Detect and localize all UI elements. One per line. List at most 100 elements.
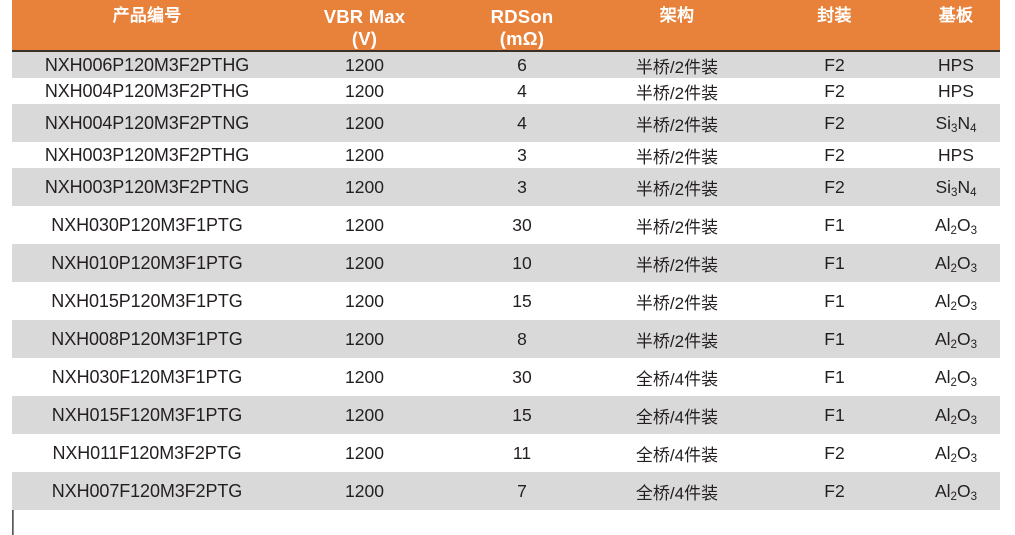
cell-rdson: 11 xyxy=(447,434,597,472)
cell-vbr-max: 1200 xyxy=(282,206,447,244)
substrate-text: O xyxy=(956,328,971,349)
table-row[interactable]: NXH008P120M3F1PTG 1200 8 半桥/2件装 F1 Al2O3 xyxy=(12,320,1000,358)
cell-part-number: NXH010P120M3F1PTG xyxy=(12,244,282,282)
cell-substrate: Al2O3 xyxy=(912,320,1000,358)
table-row[interactable]: NXH006P120M3F2PTHG 1200 6 半桥/2件装 F2 HPS xyxy=(12,51,1000,78)
cell-package: F2 xyxy=(757,142,912,168)
table-row[interactable]: NXH015P120M3F1PTG 1200 15 半桥/2件装 F1 Al2O3 xyxy=(12,282,1000,320)
substrate-subscript: 2 xyxy=(950,452,957,465)
substrate-text: HPS xyxy=(938,80,974,101)
table-row[interactable]: NXH004P120M3F2PTNG 1200 4 半桥/2件装 F2 Si3N4 xyxy=(12,104,1000,142)
cell-vbr-max: 1200 xyxy=(282,472,447,510)
cell-part-number: NXH007F120M3F2PTG xyxy=(12,472,282,510)
cell-substrate: Al2O3 xyxy=(912,472,1000,510)
cell-part-number: NXH030P120M3F1PTG xyxy=(12,206,282,244)
cell-package: F2 xyxy=(757,434,912,472)
cell-rdson: 15 xyxy=(447,396,597,434)
cell-vbr-max: 1200 xyxy=(282,244,447,282)
cell-package: F1 xyxy=(757,320,912,358)
substrate-text: Al xyxy=(934,480,951,501)
substrate-text: O xyxy=(956,442,971,463)
cell-package: F1 xyxy=(757,396,912,434)
cell-rdson: 3 xyxy=(447,142,597,168)
substrate-subscript: 3 xyxy=(951,186,958,199)
cell-part-number: NXH015P120M3F1PTG xyxy=(12,282,282,320)
cell-architecture: 半桥/2件装 xyxy=(597,206,757,244)
table-row[interactable]: NXH010P120M3F1PTG 1200 10 半桥/2件装 F1 Al2O3 xyxy=(12,244,1000,282)
cell-substrate: Al2O3 xyxy=(912,434,1000,472)
cell-vbr-max: 1200 xyxy=(282,142,447,168)
cell-vbr-max: 1200 xyxy=(282,51,447,78)
cell-vbr-max: 1200 xyxy=(282,104,447,142)
cell-part-number: NXH003P120M3F2PTNG xyxy=(12,168,282,206)
table-row[interactable]: NXH007F120M3F2PTG 1200 7 全桥/4件装 F2 Al2O3 xyxy=(12,472,1000,510)
column-header-vbr_max[interactable]: VBR Max (V) xyxy=(282,0,447,51)
substrate-text: O xyxy=(956,404,971,425)
column-header-label: RDSon xyxy=(490,6,554,27)
column-header-package[interactable]: 封装 xyxy=(757,0,912,51)
table-row[interactable]: NXH003P120M3F2PTHG 1200 3 半桥/2件装 F2 HPS xyxy=(12,142,1000,168)
column-header-architecture[interactable]: 架构 xyxy=(597,0,757,51)
cell-vbr-max: 1200 xyxy=(282,78,447,104)
cell-architecture: 半桥/2件装 xyxy=(597,78,757,104)
substrate-text: N xyxy=(957,112,971,133)
cell-vbr-max: 1200 xyxy=(282,358,447,396)
cell-part-number: NXH011F120M3F2PTG xyxy=(12,434,282,472)
table-row[interactable]: NXH003P120M3F2PTNG 1200 3 半桥/2件装 F2 Si3N4 xyxy=(12,168,1000,206)
table-row[interactable]: NXH030P120M3F1PTG 1200 30 半桥/2件装 F1 Al2O3 xyxy=(12,206,1000,244)
table-row[interactable]: NXH004P120M3F2PTHG 1200 4 半桥/2件装 F2 HPS xyxy=(12,78,1000,104)
cell-vbr-max: 1200 xyxy=(282,320,447,358)
cell-package: F1 xyxy=(757,358,912,396)
cell-package: F1 xyxy=(757,282,912,320)
column-header-unit: (V) xyxy=(351,27,378,49)
cell-rdson: 4 xyxy=(447,78,597,104)
substrate-text: Al xyxy=(934,214,951,235)
cell-rdson: 4 xyxy=(447,104,597,142)
cell-architecture: 全桥/4件装 xyxy=(597,358,757,396)
column-header-label: 产品编号 xyxy=(112,6,182,25)
cell-substrate: HPS xyxy=(912,78,1000,104)
substrate-subscript: 2 xyxy=(950,300,957,313)
cell-vbr-max: 1200 xyxy=(282,168,447,206)
substrate-text: Si xyxy=(935,112,952,133)
cell-package: F2 xyxy=(757,472,912,510)
column-header-rdson[interactable]: RDSon (mΩ) xyxy=(447,0,597,51)
table-row[interactable]: NXH030F120M3F1PTG 1200 30 全桥/4件装 F1 Al2O3 xyxy=(12,358,1000,396)
substrate-subscript: 2 xyxy=(950,224,957,237)
cell-part-number: NXH006P120M3F2PTHG xyxy=(12,51,282,78)
substrate-subscript: 4 xyxy=(970,122,977,135)
substrate-subscript: 2 xyxy=(950,376,957,389)
substrate-subscript: 3 xyxy=(970,414,978,427)
substrate-text: Al xyxy=(934,252,951,273)
cell-part-number: NXH003P120M3F2PTHG xyxy=(12,142,282,168)
cell-substrate: Al2O3 xyxy=(912,244,1000,282)
cell-rdson: 6 xyxy=(447,51,597,78)
cell-architecture: 半桥/2件装 xyxy=(597,244,757,282)
substrate-text: Si xyxy=(935,176,952,197)
table-row[interactable]: NXH015F120M3F1PTG 1200 15 全桥/4件装 F1 Al2O3 xyxy=(12,396,1000,434)
substrate-text: Al xyxy=(934,404,951,425)
cell-rdson: 10 xyxy=(447,244,597,282)
cell-part-number: NXH030F120M3F1PTG xyxy=(12,358,282,396)
cell-vbr-max: 1200 xyxy=(282,282,447,320)
cell-substrate: HPS xyxy=(912,51,1000,78)
cell-part-number: NXH004P120M3F2PTNG xyxy=(12,104,282,142)
cell-part-number: NXH008P120M3F1PTG xyxy=(12,320,282,358)
cell-architecture: 半桥/2件装 xyxy=(597,142,757,168)
cell-rdson: 3 xyxy=(447,168,597,206)
cell-rdson: 15 xyxy=(447,282,597,320)
cell-substrate: HPS xyxy=(912,142,1000,168)
column-header-substrate[interactable]: 基板 xyxy=(912,0,1000,51)
column-header-label: VBR Max xyxy=(323,6,406,27)
substrate-subscript: 3 xyxy=(970,376,978,389)
column-header-unit: (mΩ) xyxy=(499,27,545,49)
cell-package: F2 xyxy=(757,104,912,142)
cell-rdson: 30 xyxy=(447,358,597,396)
table-row[interactable]: NXH011F120M3F2PTG 1200 11 全桥/4件装 F2 Al2O3 xyxy=(12,434,1000,472)
cell-substrate: Al2O3 xyxy=(912,358,1000,396)
column-header-part_number[interactable]: 产品编号 xyxy=(12,0,282,51)
product-table-container: 产品编号 VBR Max (V) RDSon (mΩ) 架构 封装 基板 NXH006P120… xyxy=(12,0,1000,510)
cell-architecture: 半桥/2件装 xyxy=(597,168,757,206)
cell-part-number: NXH004P120M3F2PTHG xyxy=(12,78,282,104)
substrate-subscript: 3 xyxy=(970,452,978,465)
